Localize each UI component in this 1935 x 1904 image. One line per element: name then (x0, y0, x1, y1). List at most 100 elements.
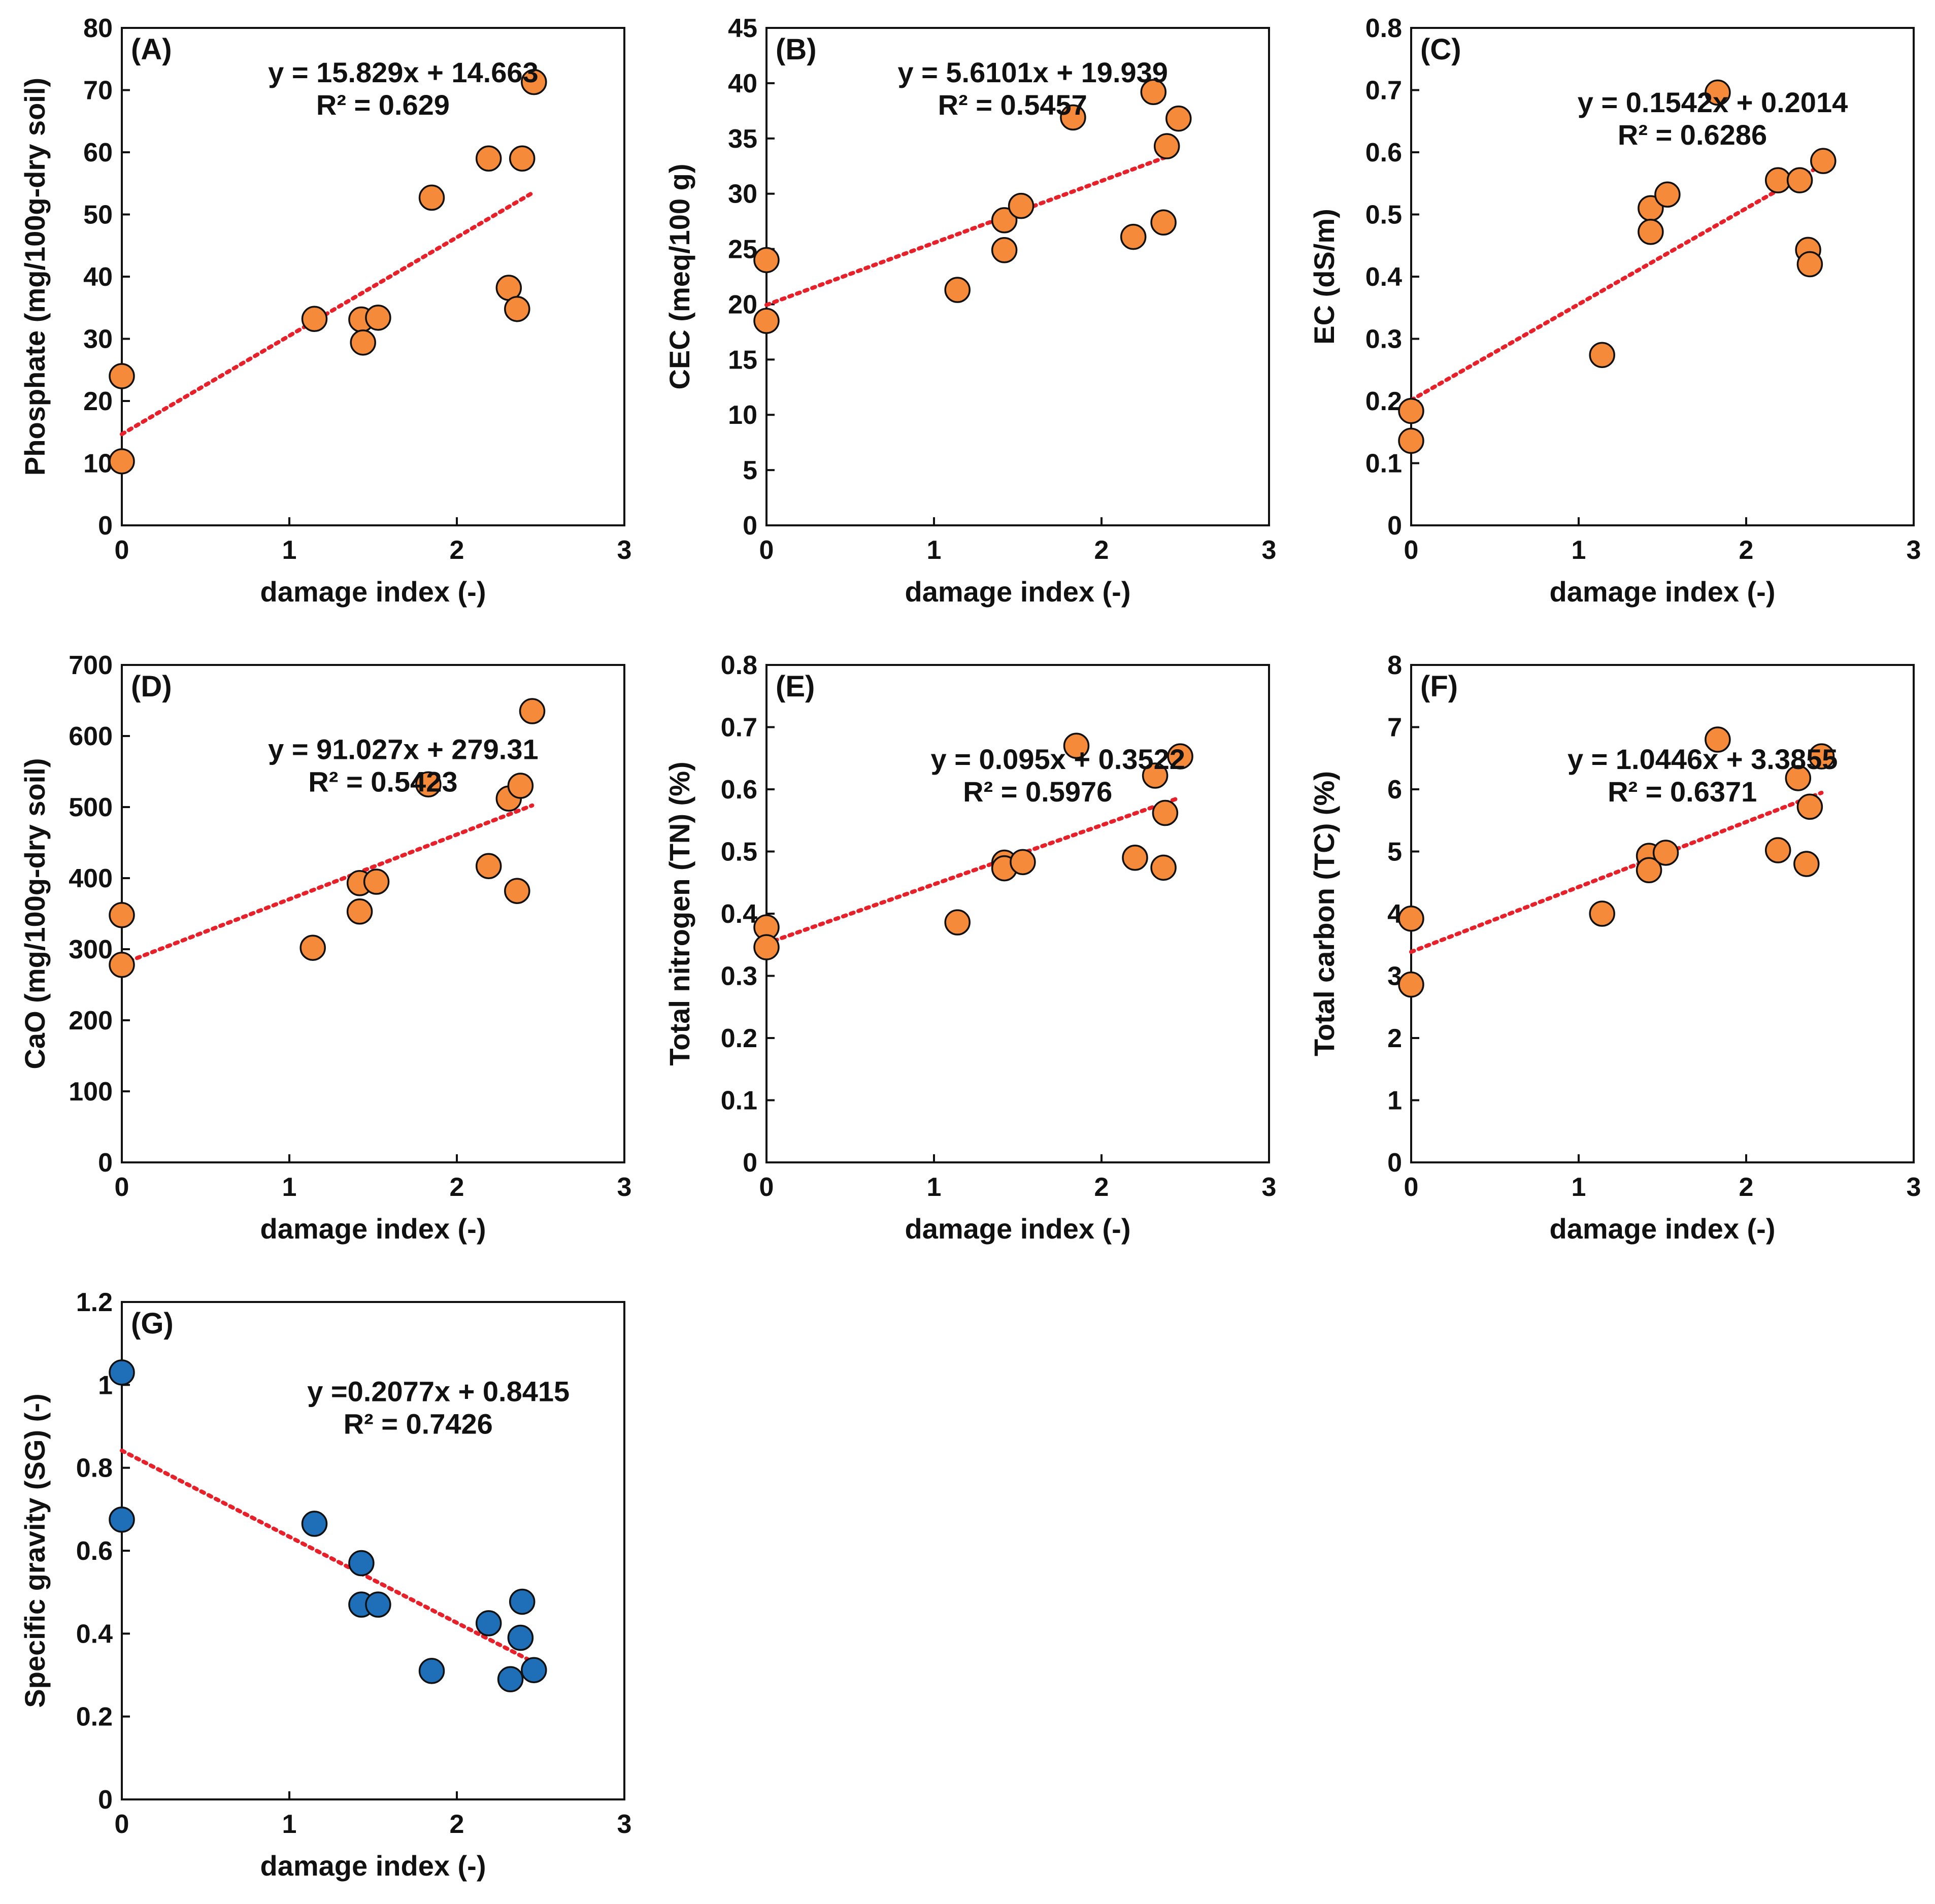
y-tick-label: 0.5 (721, 838, 757, 867)
trend-line (764, 151, 1179, 307)
trend-line (764, 796, 1179, 946)
y-tick-label: 0.3 (721, 962, 757, 991)
x-tick-label: 1 (1572, 536, 1586, 565)
panel-label: (C) (1420, 33, 1461, 66)
x-axis-title: damage index (-) (905, 1213, 1131, 1245)
data-point (1152, 799, 1179, 826)
y-tick-label: 25 (728, 235, 757, 264)
data-point (365, 1591, 391, 1618)
x-tick-label: 3 (1262, 1173, 1277, 1202)
plot-frame (765, 27, 1270, 526)
y-tick-label: 60 (83, 138, 113, 168)
x-axis-title: damage index (-) (260, 1850, 486, 1882)
x-tick-label: 0 (115, 1810, 129, 1839)
y-tick-label: 0.4 (1365, 262, 1402, 292)
y-axis-title: Total nitrogen (TN) (%) (663, 761, 695, 1065)
chart-c: 0 0.1 0.2 0.3 0.4 0.5 0.6 0.7 0.8 0 1 2 3 damage inde… (1308, 14, 1921, 608)
data-point (301, 1511, 328, 1537)
y-tick-label: 40 (728, 69, 757, 98)
data-point (475, 1610, 502, 1636)
data-point (1398, 971, 1424, 998)
x-tick-label: 3 (617, 1173, 632, 1202)
data-point (301, 306, 328, 332)
x-tick-label: 3 (1262, 536, 1277, 565)
y-tick-label: 20 (728, 290, 757, 319)
y-tick-label: 10 (728, 400, 757, 430)
data-point (1060, 104, 1086, 131)
y-tick-label: 400 (69, 864, 113, 893)
data-point (1796, 793, 1823, 820)
y-tick-label: 0.2 (76, 1702, 113, 1732)
data-point (1589, 900, 1615, 927)
chart-b: 0 5 10 15 20 25 30 35 40 45 0 1 2 3 damage index (-) CE… (663, 14, 1277, 608)
data-point (497, 1666, 524, 1692)
x-tick-label: 1 (927, 1173, 942, 1202)
x-axis-title: damage index (-) (260, 576, 486, 608)
data-point (509, 1588, 536, 1615)
y-tick-label: 2 (1387, 1024, 1402, 1053)
y-tick-label: 500 (69, 793, 113, 822)
chart-e: 0 0.1 0.2 0.3 0.4 0.5 0.6 0.7 0.8 0 1 2 3 damage inde… (663, 651, 1277, 1245)
y-tick-label: 10 (83, 449, 113, 479)
x-tick-label: 3 (617, 1810, 632, 1839)
y-axis-title: Total carbon (TC) (%) (1308, 771, 1340, 1056)
data-point (1010, 849, 1036, 876)
data-point (521, 69, 547, 95)
y-tick-label: 40 (83, 262, 113, 292)
data-point (1764, 837, 1791, 863)
regression-equation: y = 0.095x + 0.3522 (931, 743, 1185, 775)
y-tick-label: 30 (728, 180, 757, 209)
panel-d: 0 100 200 300 400 500 600 700 0 1 2 3 damage index (… (0, 637, 645, 1261)
y-tick-label: 0.4 (721, 899, 757, 929)
x-tick-label: 1 (1572, 1173, 1586, 1202)
x-tick-label: 2 (1739, 536, 1754, 565)
x-tick-label: 0 (115, 536, 129, 565)
y-tick-label: 0.8 (721, 651, 757, 680)
regression-equation: y = 91.027x + 279.31 (268, 733, 539, 765)
y-axis-title: CaO (mg/100g-dry soil) (19, 758, 51, 1069)
data-point (1063, 732, 1090, 759)
y-tick-label: 0 (1387, 511, 1402, 541)
y-tick-label: 15 (728, 345, 757, 375)
data-point (1786, 167, 1813, 193)
data-point (991, 207, 1018, 233)
y-tick-label: 600 (69, 722, 113, 751)
panel-label: (A) (131, 33, 172, 66)
y-tick-label: 8 (1387, 651, 1402, 680)
data-point (348, 1550, 375, 1577)
chart-a: 0 10 20 30 40 50 60 70 80 0 1 2 3 damage index (-) Pho… (19, 14, 631, 608)
y-tick-label: 200 (69, 1006, 113, 1035)
x-axis-title: damage index (-) (1550, 1213, 1776, 1245)
y-axis-title: EC (dS/m) (1308, 209, 1340, 345)
y-axis-title: Phosphate (mg/100g-dry soil) (19, 78, 51, 476)
r-squared: R² = 0.5423 (308, 766, 457, 798)
y-tick-label: 0.7 (721, 713, 757, 743)
y-tick-label: 0.8 (76, 1454, 113, 1483)
data-point (1796, 251, 1823, 278)
data-point (1165, 105, 1192, 132)
data-point (346, 898, 373, 925)
y-tick-label: 80 (83, 14, 113, 43)
regression-equation: y = 5.6101x + 19.939 (897, 56, 1168, 88)
data-point (1705, 726, 1731, 753)
x-tick-label: 1 (282, 536, 297, 565)
data-point (519, 698, 546, 724)
panel-c: 0 0.1 0.2 0.3 0.4 0.5 0.6 0.7 0.8 0 1 2 3 damage inde… (1289, 0, 1934, 624)
y-tick-label: 0.1 (721, 1086, 757, 1116)
x-tick-label: 1 (282, 1173, 297, 1202)
data-point (475, 145, 502, 172)
y-tick-label: 5 (1387, 838, 1402, 867)
data-point (1785, 765, 1812, 791)
data-point (109, 448, 135, 475)
data-point (418, 1658, 445, 1684)
data-point (1398, 397, 1424, 424)
trend-line (1409, 163, 1824, 403)
data-point (1140, 79, 1167, 106)
panel-f: 0 1 2 3 4 5 6 7 8 0 1 2 3 damage index (-) Total carbo… (1289, 637, 1934, 1261)
data-point (991, 237, 1018, 263)
y-axis-title: CEC (meq/100 g) (663, 164, 695, 390)
x-tick-label: 2 (450, 1173, 464, 1202)
data-point (418, 184, 445, 211)
